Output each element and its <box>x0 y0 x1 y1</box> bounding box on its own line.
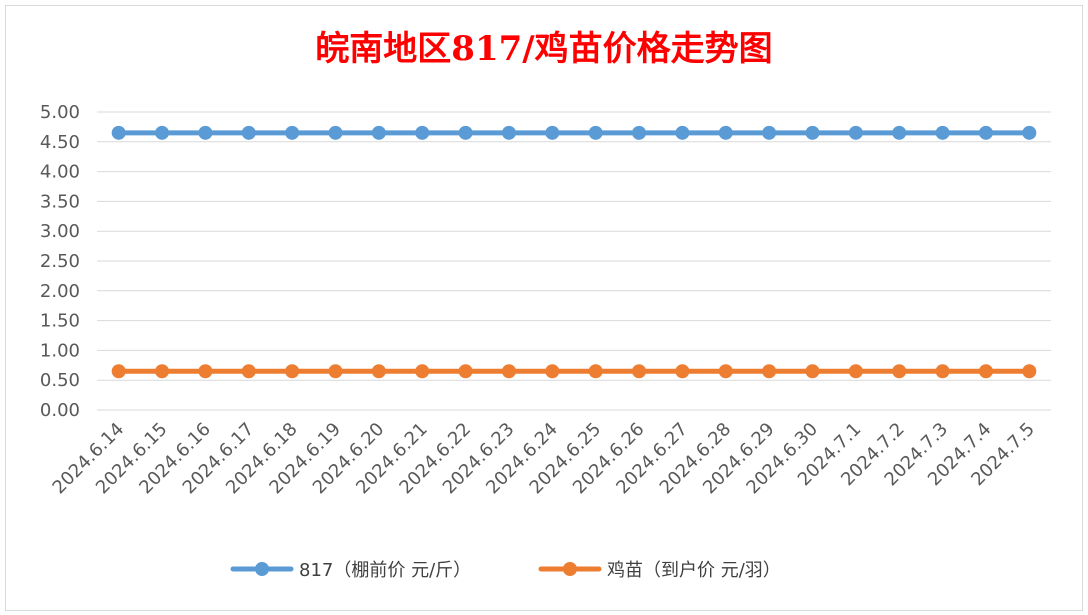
data-point <box>935 125 950 140</box>
data-point <box>588 125 603 140</box>
data-point <box>371 125 386 140</box>
data-point <box>155 364 170 379</box>
data-point <box>415 364 430 379</box>
data-point <box>198 364 213 379</box>
data-point <box>415 125 430 140</box>
data-point <box>328 364 343 379</box>
y-tick-label: 3.00 <box>40 221 80 242</box>
data-point <box>892 364 907 379</box>
data-point <box>632 364 647 379</box>
data-point <box>1022 364 1037 379</box>
data-point <box>935 364 950 379</box>
data-point <box>285 125 300 140</box>
y-tick-label: 0.50 <box>40 370 80 391</box>
data-point <box>805 125 820 140</box>
x-axis-ticks: 2024.6.142024.6.152024.6.162024.6.172024… <box>49 419 1039 499</box>
data-point <box>892 125 907 140</box>
data-point <box>458 125 473 140</box>
chart-frame <box>5 5 1083 611</box>
chart-title: 皖南地区817/鸡苗价格走势图 <box>315 29 772 69</box>
data-point <box>501 125 516 140</box>
y-tick-label: 2.50 <box>40 251 80 272</box>
data-point <box>762 125 777 140</box>
data-point <box>111 364 126 379</box>
data-point <box>762 364 777 379</box>
gridlines <box>97 111 1051 411</box>
data-point <box>978 125 993 140</box>
legend-swatch-marker <box>563 562 577 576</box>
data-point <box>718 364 733 379</box>
data-point <box>848 364 863 379</box>
data-point <box>718 125 733 140</box>
data-point <box>675 125 690 140</box>
y-tick-label: 4.50 <box>40 132 80 153</box>
y-axis-ticks: 0.00 0.50 1.00 1.50 2.00 2.50 3.00 3.50 4.00 4.50… <box>40 102 80 421</box>
data-point <box>241 364 256 379</box>
data-point <box>155 125 170 140</box>
legend: 817（棚前价 元/斤） 鸡苗（到户价 元/羽） <box>230 560 781 581</box>
legend-swatch-marker <box>255 562 269 576</box>
data-point <box>285 364 300 379</box>
data-point <box>545 125 560 140</box>
data-point <box>328 125 343 140</box>
y-tick-label: 1.00 <box>40 340 80 361</box>
data-point <box>588 364 603 379</box>
data-point <box>545 364 560 379</box>
data-point <box>978 364 993 379</box>
y-tick-label: 0.00 <box>40 400 80 421</box>
data-point <box>371 364 386 379</box>
data-point <box>805 364 820 379</box>
data-point <box>458 364 473 379</box>
y-tick-label: 4.00 <box>40 162 80 183</box>
series-group <box>111 125 1037 379</box>
data-point <box>1022 125 1037 140</box>
data-point <box>198 125 213 140</box>
y-tick-label: 2.00 <box>40 281 80 302</box>
y-tick-label: 1.50 <box>40 311 80 332</box>
data-point <box>632 125 647 140</box>
y-tick-label: 5.00 <box>40 102 80 123</box>
data-point <box>675 364 690 379</box>
legend-label: 鸡苗（到户价 元/羽） <box>607 560 781 581</box>
y-tick-label: 3.50 <box>40 191 80 212</box>
data-point <box>241 125 256 140</box>
data-point <box>848 125 863 140</box>
legend-label: 817（棚前价 元/斤） <box>299 560 471 581</box>
data-point <box>111 125 126 140</box>
data-point <box>501 364 516 379</box>
